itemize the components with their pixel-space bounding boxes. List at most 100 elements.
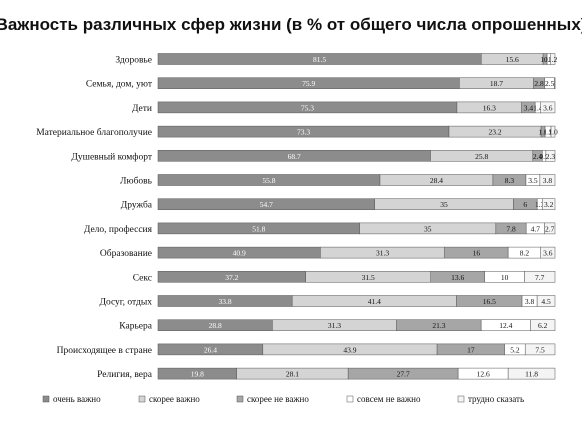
data-label: 18.7 [490, 79, 503, 88]
bar-segment [540, 246, 556, 259]
data-label: 21.3 [432, 321, 445, 330]
bar-segment [507, 367, 556, 380]
category-label: Происходящее в стране [57, 346, 152, 356]
data-label: 1.0 [538, 128, 548, 137]
bar-segment [554, 77, 556, 89]
data-label: 1.0 [548, 128, 558, 137]
data-label: 68.7 [288, 152, 301, 161]
data-label: 1.5 [543, 128, 553, 137]
bar-segment [524, 343, 556, 356]
bar-segment [539, 174, 556, 186]
data-label: 3.6 [543, 249, 553, 258]
category-label: Религия, вера [97, 370, 153, 380]
data-label: 31.5 [362, 273, 375, 282]
data-label: 19.8 [191, 370, 204, 379]
data-label: 81.5 [313, 55, 326, 64]
category-label: Дети [132, 104, 152, 114]
bar-segment [542, 198, 556, 210]
category-label: Секс [133, 273, 152, 283]
bar-segment [540, 101, 556, 114]
data-label: 75.9 [302, 79, 315, 88]
category-label: Дружба [121, 200, 153, 211]
category-label: Дело, профессия [84, 224, 153, 235]
data-label: 17 [467, 345, 475, 354]
bar-segment [530, 319, 556, 331]
data-label: 10 [501, 273, 509, 282]
legend-swatch [346, 395, 354, 403]
category-label: Семья, дом, уют [86, 80, 153, 90]
data-label: 31.3 [376, 249, 389, 258]
data-label: 4.5 [541, 297, 551, 306]
data-label: 2.8 [534, 79, 544, 88]
data-label: 75.3 [301, 103, 314, 112]
data-label: 41.4 [368, 297, 381, 306]
data-label: 7.5 [535, 345, 545, 354]
chart-title: Важность различных сфер жизни (в % от об… [0, 15, 582, 34]
data-label: 13.6 [451, 273, 464, 282]
category-label: Карьера [119, 322, 152, 332]
data-label: 1.3 [535, 200, 545, 209]
legend-label: трудно сказать [468, 394, 524, 404]
category-label: Душевный комфорт [71, 151, 152, 162]
data-label: 23.2 [488, 128, 501, 137]
data-label: 5.2 [510, 345, 520, 354]
data-label: 43.9 [343, 345, 356, 354]
category-label: Образование [100, 248, 152, 259]
legend-label: скорее важно [149, 394, 200, 404]
data-label: 28.8 [209, 321, 222, 330]
data-label: 2.3 [546, 152, 556, 161]
data-label: 3.2 [544, 200, 554, 209]
bar-segment [549, 53, 556, 65]
data-label: 28.1 [286, 370, 299, 379]
data-label: 0.9 [539, 152, 549, 161]
legend-label: совсем не важно [357, 394, 421, 404]
data-label: 6.2 [538, 321, 548, 330]
data-label: 12.6 [477, 370, 490, 379]
data-label: 0.8 [544, 55, 554, 64]
legend-swatch [236, 395, 244, 403]
data-label: 8.2 [520, 249, 530, 258]
data-label: 31.3 [328, 321, 341, 330]
data-label: 26.4 [204, 345, 217, 354]
data-label: 8.3 [505, 176, 515, 185]
data-label: 7.7 [535, 273, 545, 282]
data-label: 37.2 [225, 273, 238, 282]
data-label: 15.6 [506, 55, 519, 64]
data-label: 2.7 [545, 224, 555, 233]
data-label: 54.7 [260, 200, 273, 209]
data-label: 28.4 [430, 176, 443, 185]
data-label: 2.4 [533, 152, 543, 161]
legend: очень важно скорее важно скорее не важно со… [42, 394, 524, 404]
data-label: 40.9 [233, 249, 246, 258]
data-label: 27.7 [397, 370, 410, 379]
bar-segment [536, 295, 556, 307]
data-label: 3.8 [525, 297, 535, 306]
data-label: 3.4 [524, 103, 534, 112]
legend-label: скорее не важно [247, 394, 309, 404]
data-label: 2.5 [545, 79, 555, 88]
data-label: 73.3 [297, 128, 310, 137]
data-label: 6 [523, 200, 527, 209]
legend-label: очень важно [53, 394, 101, 404]
data-label: 3.6 [543, 103, 553, 112]
data-label: 11.8 [525, 370, 538, 379]
data-label: 1.4 [533, 103, 543, 112]
data-label: 25.8 [475, 152, 488, 161]
data-label: 35 [424, 224, 432, 233]
data-label: 3.5 [528, 176, 538, 185]
legend-swatch [457, 395, 465, 403]
data-label: 35 [440, 200, 448, 209]
data-label: 1.0 [540, 55, 550, 64]
data-label: 33.8 [219, 297, 232, 306]
category-label: Досуг, отдых [99, 298, 152, 308]
bar-segment [544, 222, 556, 235]
category-label: Любовь [120, 176, 153, 187]
data-label: 16.3 [483, 103, 496, 112]
data-label: 1.2 [548, 55, 558, 64]
bar-segment [550, 125, 556, 138]
data-label: 55.8 [262, 176, 275, 185]
data-label: 16.5 [483, 297, 496, 306]
data-label: 7.8 [506, 224, 516, 233]
